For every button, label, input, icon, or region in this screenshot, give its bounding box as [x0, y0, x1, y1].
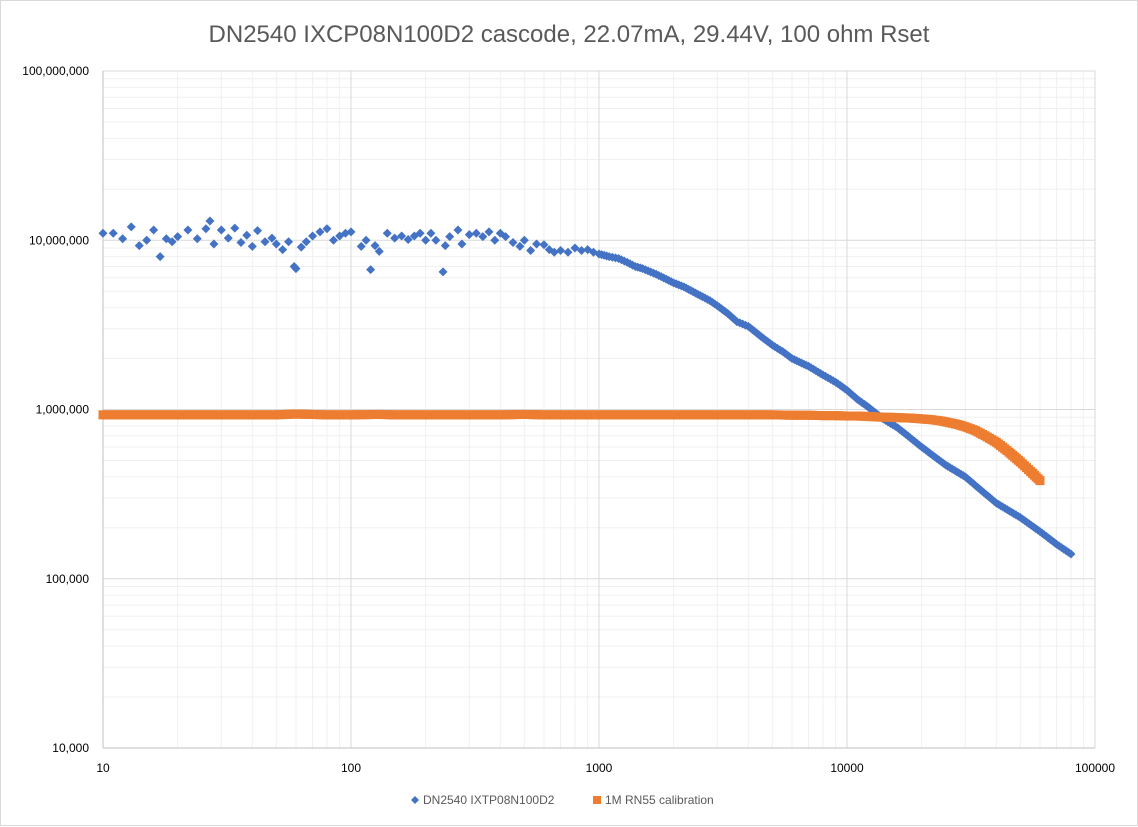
x-tick-label: 100 [341, 761, 361, 775]
x-tick-label: 100000 [1075, 761, 1115, 775]
data-point [118, 234, 128, 244]
data-point [457, 239, 467, 249]
data-point [278, 245, 288, 255]
axes [102, 71, 1095, 749]
x-tick-label: 10000 [830, 761, 864, 775]
data-point [426, 228, 436, 238]
y-tick-label: 100,000 [46, 572, 90, 586]
data-point [267, 233, 277, 243]
data-point [167, 237, 177, 247]
data-point [539, 240, 549, 250]
data-point [173, 232, 183, 242]
data-point [397, 231, 407, 241]
data-point [471, 228, 481, 238]
data-point [549, 247, 559, 257]
data-point [588, 247, 598, 257]
data-point [519, 235, 529, 245]
data-point [445, 232, 455, 242]
data-point [308, 231, 318, 241]
data-point [209, 239, 219, 249]
data-point [431, 235, 441, 245]
data-point [374, 246, 384, 256]
series-2 [98, 409, 1045, 486]
plot-series [98, 216, 1076, 559]
y-tick-label: 10,000,000 [29, 233, 89, 247]
data-point [1066, 549, 1076, 559]
data-point [361, 235, 371, 245]
data-point [532, 239, 542, 249]
data-point [438, 267, 448, 277]
data-point [201, 224, 211, 234]
data-point [328, 235, 338, 245]
chart-title: DN2540 IXCP08N100D2 cascode, 22.07mA, 29… [209, 21, 930, 48]
data-point [382, 228, 392, 238]
data-point [155, 252, 165, 262]
data-point [236, 237, 246, 247]
data-point [556, 245, 566, 255]
data-point [183, 225, 193, 235]
data-point [230, 223, 240, 233]
data-point [484, 227, 494, 237]
legend: DN2540 IXTP08N100D2 1M RN55 calibration [411, 793, 714, 807]
y-tick-label: 100,000,000 [22, 64, 89, 78]
data-point [134, 241, 144, 251]
data-point [1035, 476, 1045, 486]
y-tick-label: 10,000 [52, 741, 89, 755]
data-point [216, 225, 226, 235]
data-point [370, 241, 380, 251]
data-point [526, 245, 536, 255]
x-tick-labels: 10 100 1000 10000 100000 [96, 761, 1115, 775]
x-tick-label: 10 [96, 761, 110, 775]
data-point [247, 241, 257, 251]
data-point [126, 222, 136, 232]
series-1 [98, 216, 1076, 559]
data-point [315, 227, 325, 237]
data-point [301, 237, 311, 247]
legend-item-1: 1M RN55 calibration [593, 793, 714, 807]
y-tick-label: 1,000,000 [36, 403, 90, 417]
data-point [296, 242, 306, 252]
data-point [142, 235, 152, 245]
data-point [453, 225, 463, 235]
data-point [242, 230, 252, 240]
data-point [421, 235, 431, 245]
data-point [415, 228, 425, 238]
legend-marker-diamond [411, 796, 419, 804]
data-point [563, 247, 573, 257]
data-point [356, 241, 366, 251]
data-point [291, 264, 301, 274]
legend-label-series-1: DN2540 IXTP08N100D2 [423, 793, 555, 807]
data-point [108, 228, 118, 238]
data-point [149, 225, 159, 235]
data-point [570, 243, 580, 253]
data-point [271, 239, 281, 249]
data-point [346, 227, 356, 237]
data-point [260, 237, 270, 247]
data-point [98, 228, 108, 238]
data-point [490, 235, 500, 245]
legend-marker-square [593, 796, 601, 804]
data-point [515, 241, 525, 251]
data-point [205, 216, 215, 226]
data-point [223, 233, 233, 243]
legend-label-series-2: 1M RN55 calibration [605, 793, 714, 807]
legend-item-0: DN2540 IXTP08N100D2 [411, 793, 555, 807]
data-point [508, 237, 518, 247]
data-point [403, 235, 413, 245]
y-tick-labels: 10,000 100,000 1,000,000 10,000,000 100,000,… [22, 64, 89, 755]
data-point [464, 230, 474, 240]
data-point [440, 241, 450, 251]
data-point [284, 237, 294, 247]
data-point [366, 265, 376, 275]
data-point [253, 226, 263, 236]
x-tick-label: 1000 [586, 761, 613, 775]
data-point [192, 234, 202, 244]
data-point [576, 245, 586, 255]
data-point [390, 233, 400, 243]
data-point [478, 232, 488, 242]
data-point [322, 224, 332, 234]
data-point [501, 232, 511, 242]
